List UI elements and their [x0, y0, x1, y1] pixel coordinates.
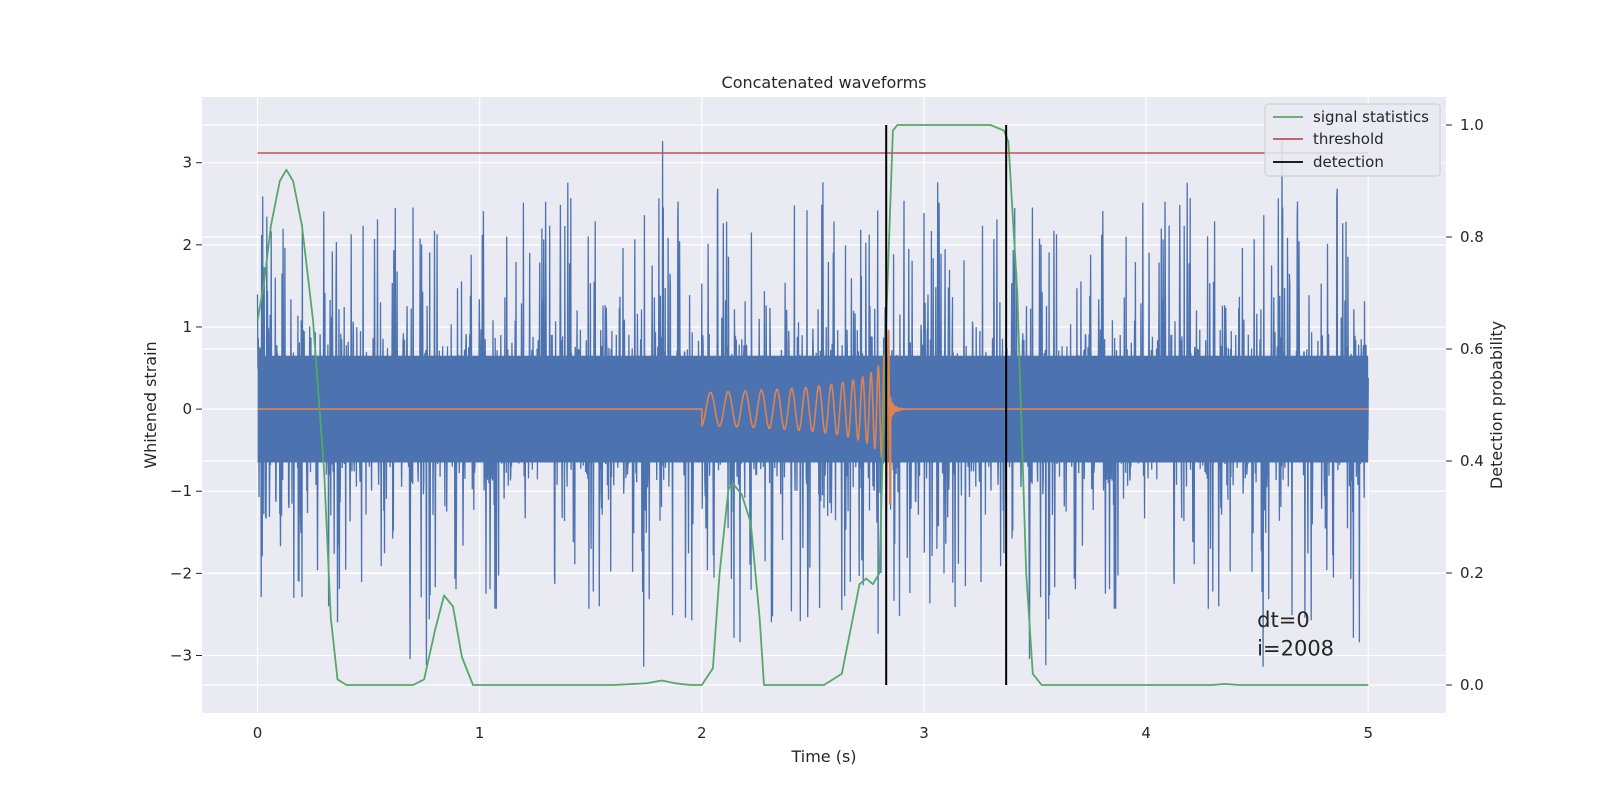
- y2-tick-label: 0.0: [1460, 676, 1484, 694]
- y-tick-label: 1: [182, 318, 192, 336]
- chart-title: Concatenated waveforms: [722, 73, 927, 92]
- axis-ticks: 0 1 2 3 4 5 −3 −2 −1 0 1 2 3 0.0 0.2 0.4 0.6 0.8 1.0: [170, 116, 1484, 742]
- y2-tick-label: 0.2: [1460, 564, 1484, 582]
- x-tick-label: 3: [919, 724, 929, 742]
- y-tick-label: −3: [170, 647, 192, 665]
- y2-tick-label: 1.0: [1460, 116, 1484, 134]
- x-tick-label: 2: [697, 724, 707, 742]
- y-tick-label: −1: [170, 482, 192, 500]
- y-tick-label: 2: [182, 236, 192, 254]
- y-tick-label: −2: [170, 564, 192, 582]
- x-tick-label: 1: [475, 724, 485, 742]
- legend-label-threshold: threshold: [1313, 130, 1384, 148]
- template-waveform-series: [257, 329, 1369, 505]
- x-axis-label: Time (s): [790, 747, 856, 766]
- y-tick-label: 0: [182, 400, 192, 418]
- x-tick-label: 4: [1141, 724, 1151, 742]
- x-tick-label: 0: [253, 724, 263, 742]
- annotations: dt=0 i=2008: [1257, 608, 1334, 661]
- x-tick-label: 5: [1363, 724, 1373, 742]
- legend-box: [1264, 103, 1441, 177]
- y2-tick-label: 0.4: [1460, 452, 1484, 470]
- y2-tick-label: 0.6: [1460, 340, 1484, 358]
- y-axis-label: Whitened strain: [141, 341, 160, 468]
- y2-tick-label: 0.8: [1460, 228, 1484, 246]
- annotation-text: dt=0: [1257, 608, 1310, 632]
- detection-series: [885, 125, 1008, 685]
- y2-axis-label: Detection probability: [1487, 321, 1506, 489]
- y-tick-label: 3: [182, 154, 192, 172]
- legend-label-detection: detection: [1313, 153, 1384, 171]
- legend-label-signal-statistics: signal statistics: [1313, 108, 1429, 126]
- template-waveform-line: [257, 329, 1369, 505]
- legend: signal statistics threshold detection: [1264, 103, 1441, 177]
- annotation-text: i=2008: [1257, 637, 1334, 661]
